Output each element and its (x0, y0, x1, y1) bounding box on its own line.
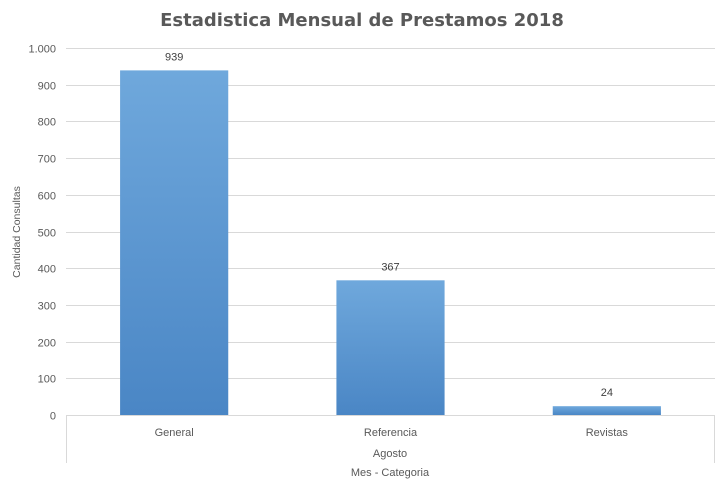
data-label: 24 (601, 387, 613, 399)
bar-referencia (336, 280, 445, 415)
x-axis-label: Mes - Categoria (351, 467, 430, 479)
y-tick-label: 700 (38, 154, 56, 166)
x-tick-label: General (155, 427, 194, 439)
y-tick-label: 100 (38, 374, 56, 386)
y-axis-ticks: 0 100 200 300 400 500 600 700 800 900 1.000 (28, 44, 56, 423)
bar-revistas (552, 406, 661, 415)
y-tick-label: 400 (38, 264, 56, 276)
x-axis-ticks: General Referencia Revistas (155, 427, 629, 439)
bar-general (120, 70, 229, 416)
chart-title: Estadistica Mensual de Prestamos 2018 (160, 10, 564, 31)
y-axis-label: Cantidad Consultas (11, 186, 23, 278)
data-labels: 939 367 24 (165, 51, 613, 399)
y-tick-label: 900 (38, 81, 56, 93)
y-tick-label: 600 (38, 191, 56, 203)
bars (120, 70, 661, 416)
y-tick-label: 200 (38, 338, 56, 350)
group-label: Agosto (373, 448, 407, 460)
x-axis-frame (66, 415, 715, 463)
x-tick-label: Referencia (364, 427, 418, 439)
data-label: 939 (165, 51, 183, 63)
y-tick-label: 300 (38, 301, 56, 313)
y-tick-label: 0 (50, 411, 56, 423)
data-label: 367 (381, 261, 399, 273)
y-tick-label: 1.000 (28, 44, 56, 56)
y-tick-label: 800 (38, 117, 56, 129)
y-tick-label: 500 (38, 228, 56, 240)
x-tick-label: Revistas (586, 427, 629, 439)
